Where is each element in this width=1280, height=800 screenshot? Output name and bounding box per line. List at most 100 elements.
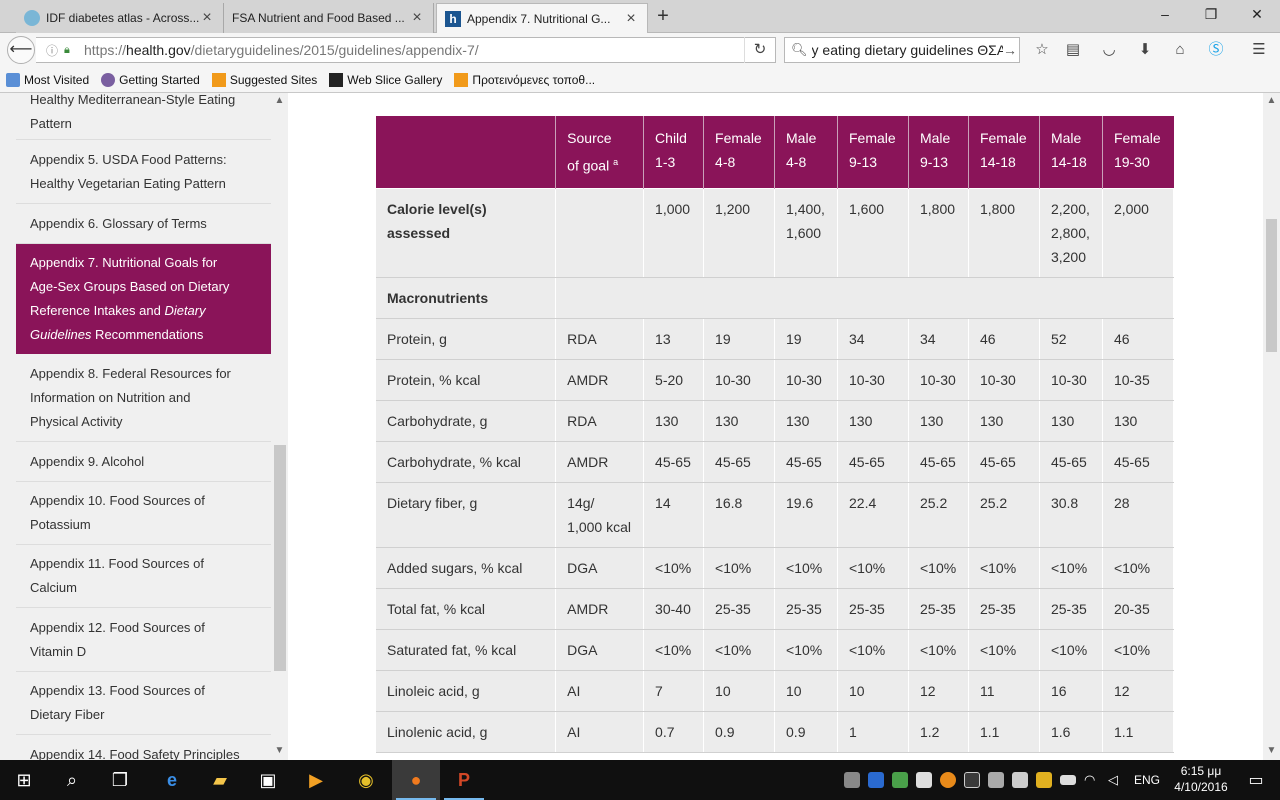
table-cell: 45-65 <box>968 440 1040 483</box>
media-player-icon[interactable]: ▶ <box>309 769 323 790</box>
volume-icon[interactable]: ◁ <box>1108 772 1118 787</box>
tray-app-icon[interactable] <box>868 772 884 788</box>
bookmark-most-visited[interactable]: Most Visited <box>6 72 89 87</box>
tray-app-icon[interactable] <box>964 772 980 788</box>
table-cell: 25-35 <box>774 587 838 630</box>
scroll-up-icon[interactable]: ▲ <box>1266 95 1277 106</box>
sidebar-scrollbar[interactable]: ▲ ▼ <box>271 93 288 760</box>
pocket-icon[interactable]: ◡ <box>1102 41 1116 58</box>
scroll-down-icon[interactable]: ▼ <box>1266 745 1277 756</box>
close-tab-icon[interactable]: × <box>412 9 422 26</box>
table-cell: <10% <box>968 546 1040 589</box>
table-cell: 20-35 <box>1102 587 1175 630</box>
sidebar-item-appendix-12[interactable]: Appendix 12. Food Sources of Vitamin D <box>16 608 271 672</box>
table-cell: 34 <box>837 317 909 360</box>
start-button[interactable]: ⊞ <box>16 769 32 790</box>
firefox-icon[interactable]: ● <box>392 760 440 800</box>
chat-icon[interactable] <box>916 772 932 788</box>
column-header: Male 14-18 <box>1039 116 1103 189</box>
notifications-icon[interactable]: ▭ <box>1248 772 1264 789</box>
row-label-line: Calorie level(s) <box>387 200 487 217</box>
sidebar-item-label: Recommendations <box>91 327 204 342</box>
bookmark-suggested-sites[interactable]: Suggested Sites <box>211 72 317 87</box>
table-row: Linoleic acid, g AI 7 10 10 10 12 11 16 12 <box>376 669 1175 712</box>
header-line: 4-8 <box>786 154 807 170</box>
bookmark-getting-started[interactable]: Getting Started <box>101 72 200 87</box>
maximize-button[interactable]: ❐ <box>1204 6 1218 22</box>
back-button[interactable]: ⟵ <box>7 36 35 64</box>
close-window-button[interactable]: ✕ <box>1251 6 1263 22</box>
bookmark-star-icon[interactable]: ☆ <box>1035 41 1049 58</box>
bookmark-web-slice-gallery[interactable]: Web Slice Gallery <box>329 72 442 87</box>
sidebar-item-label: Dietary Fiber <box>30 707 105 722</box>
tab-idf-diabetes-atlas[interactable]: IDF diabetes atlas - Across... × <box>16 3 224 33</box>
table-cell: 2,200, 2,800, 3,200 <box>1039 187 1103 278</box>
url-path: /dietaryguidelines/2015/guidelines/appen… <box>190 42 479 58</box>
cloud-icon[interactable] <box>844 772 860 788</box>
scrollbar-thumb[interactable] <box>1266 219 1277 352</box>
url-bar[interactable]: ⓘ 🔒︎ https://health.gov/dietaryguideline… <box>36 37 776 63</box>
sidebar-item-appendix-4[interactable]: Healthy Mediterranean-Style Eating Patter… <box>16 93 271 140</box>
table-cell: 1.6 <box>1039 710 1103 753</box>
task-view-icon[interactable]: ❐ <box>111 769 129 790</box>
sidebar-item-appendix-6[interactable]: Appendix 6. Glossary of Terms <box>16 204 271 244</box>
sidebar-item-label: Appendix 14. Food Safety Principles <box>30 747 240 760</box>
table-cell: 25-35 <box>1039 587 1103 630</box>
close-tab-icon[interactable]: × <box>626 9 636 27</box>
chrome-icon[interactable]: ◉ <box>358 769 374 790</box>
reading-list-icon[interactable]: ▤ <box>1065 41 1081 58</box>
clock[interactable]: 6:15 μμ 4/10/2016 <box>1166 763 1236 795</box>
sidebar-item-appendix-9[interactable]: Appendix 9. Alcohol <box>16 442 271 482</box>
column-header: Male 9-13 <box>908 116 969 189</box>
monitor-icon[interactable] <box>1012 772 1028 788</box>
scroll-up-icon[interactable]: ▲ <box>274 95 285 106</box>
windows-taskbar: ⊞ ⌕ ❐ e ▰ ▣ ▶ ◉ ● P ◠ ◁ ENG 6:15 μμ 4/10… <box>0 760 1280 800</box>
tray-app-icon[interactable] <box>1036 772 1052 788</box>
page-scrollbar[interactable]: ▲ ▼ <box>1263 93 1280 760</box>
tab-fsa-nutrient[interactable]: FSA Nutrient and Food Based ... × <box>224 3 434 33</box>
new-tab-button[interactable]: + <box>657 5 669 27</box>
source-cell: AMDR <box>555 358 645 401</box>
downloads-icon[interactable]: ⬇ <box>1138 41 1152 58</box>
edge-icon[interactable]: e <box>166 769 177 790</box>
sidebar-item-label: Physical Activity <box>30 413 123 429</box>
table-cell: 19 <box>703 317 776 360</box>
info-icon[interactable]: ⓘ <box>45 43 58 58</box>
close-tab-icon[interactable]: × <box>202 9 212 26</box>
tab-appendix-7[interactable]: h Appendix 7. Nutritional G... × <box>436 3 648 33</box>
table-cell: 16 <box>1039 669 1103 712</box>
wifi-icon[interactable]: ◠ <box>1084 772 1096 787</box>
header-line: 4-8 <box>715 154 736 170</box>
table-cell: <10% <box>703 628 776 671</box>
search-go-icon[interactable]: → <box>1003 42 1017 58</box>
usb-icon[interactable] <box>988 772 1004 788</box>
header-line: Male <box>1050 130 1082 146</box>
minimize-button[interactable]: – <box>1161 6 1169 22</box>
battery-icon[interactable] <box>1060 775 1076 785</box>
tray-app-icon[interactable] <box>940 772 956 788</box>
tray-app-icon[interactable] <box>892 772 908 788</box>
language-indicator[interactable]: ENG <box>1134 773 1161 787</box>
sidebar-item-appendix-7[interactable]: Appendix 7. Nutritional Goals for Age-Se… <box>16 244 271 354</box>
sidebar-item-appendix-10[interactable]: Appendix 10. Food Sources of Potassium <box>16 482 271 545</box>
home-icon[interactable]: ⌂ <box>1175 41 1185 58</box>
search-icon[interactable]: ⌕ <box>66 769 78 790</box>
scrollbar-thumb[interactable] <box>274 445 286 671</box>
store-icon[interactable]: ▣ <box>259 769 277 790</box>
sidebar-item-appendix-8[interactable]: Appendix 8. Federal Resources for Informa… <box>16 354 271 442</box>
sidebar-item-appendix-11[interactable]: Appendix 11. Food Sources of Calcium <box>16 545 271 608</box>
table-cell: 34 <box>908 317 969 360</box>
search-bar[interactable]: 🔍︎ y eating dietary guidelines ΘΣΑ → <box>784 37 1020 63</box>
skype-icon[interactable]: Ⓢ <box>1208 41 1224 58</box>
powerpoint-icon[interactable]: P <box>440 760 488 800</box>
bookmark-greek-suggested[interactable]: Προτεινόμενες τοποθ... <box>454 72 595 87</box>
scroll-down-icon[interactable]: ▼ <box>274 745 285 756</box>
sidebar-item-appendix-5[interactable]: Appendix 5. USDA Food Patterns: Healthy V… <box>16 141 271 204</box>
menu-icon[interactable]: ☰ <box>1252 41 1266 58</box>
reload-icon[interactable]: ↻ <box>753 41 767 58</box>
file-explorer-icon[interactable]: ▰ <box>213 769 227 790</box>
footnote-marker[interactable]: a <box>613 157 619 167</box>
sidebar-item-appendix-14[interactable]: Appendix 14. Food Safety Principles <box>16 735 271 760</box>
sidebar-item-appendix-13[interactable]: Appendix 13. Food Sources of Dietary Fibe… <box>16 672 271 735</box>
sidebar-item-label: Healthy Vegetarian Eating Pattern <box>30 176 226 191</box>
